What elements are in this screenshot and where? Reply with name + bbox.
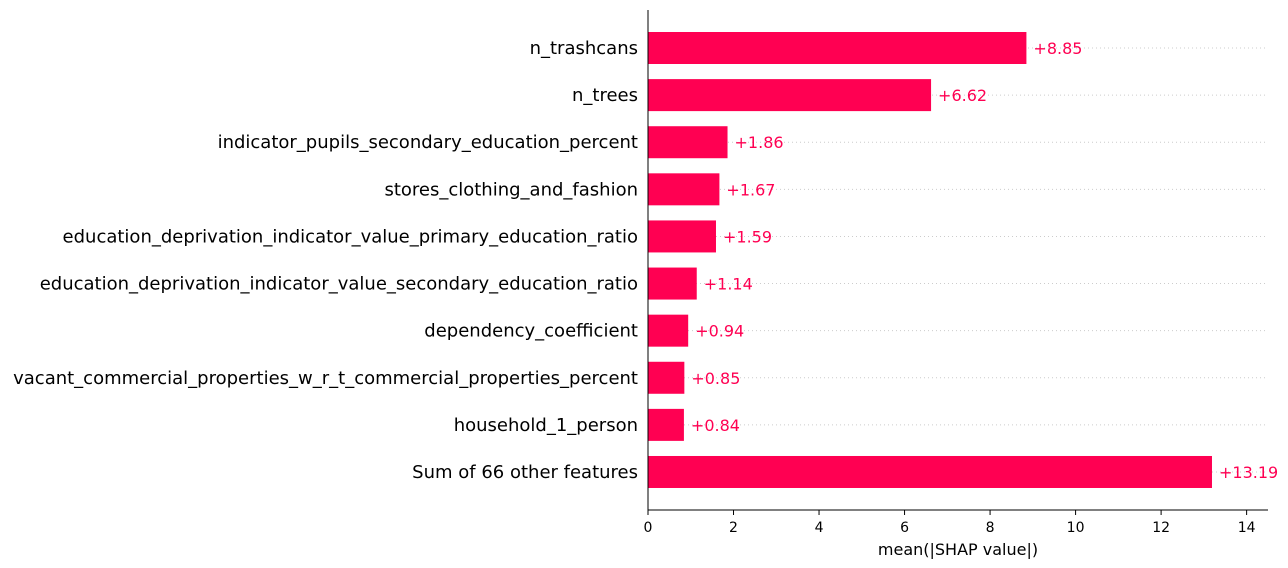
x-axis-title: mean(|SHAP value|) — [878, 540, 1038, 559]
value-label: +0.84 — [691, 416, 740, 435]
x-tick-label: 6 — [900, 520, 909, 536]
category-label: dependency_coefficient — [424, 321, 638, 342]
category-label: n_trashcans — [530, 38, 638, 59]
x-tick-label: 4 — [815, 520, 824, 536]
value-label: +6.62 — [938, 86, 987, 105]
category-label: household_1_person — [454, 415, 638, 436]
category-label: Sum of 66 other features — [412, 462, 638, 483]
bar — [648, 267, 697, 300]
category-label: indicator_pupils_secondary_education_per… — [218, 132, 638, 153]
axis-layer — [647, 10, 1268, 511]
bar — [648, 408, 684, 441]
value-label: +0.85 — [691, 369, 740, 388]
bar — [648, 32, 1027, 64]
value-label: +0.94 — [695, 322, 744, 341]
x-tick-label: 12 — [1152, 520, 1170, 536]
x-tick-label: 10 — [1067, 520, 1085, 536]
x-tick-label: 14 — [1238, 520, 1256, 536]
category-label: education_deprivation_indicator_value_se… — [40, 274, 638, 295]
bar-layer — [648, 32, 1212, 488]
x-tick-layer: 0 2 4 6 8 10 12 14 — [644, 510, 1256, 536]
value-label: +1.67 — [726, 180, 775, 199]
bar — [648, 173, 720, 206]
bar — [648, 361, 685, 394]
category-label: n_trees — [572, 85, 638, 106]
value-label: +13.19 — [1219, 463, 1278, 482]
bar — [648, 314, 689, 347]
value-label: +1.86 — [735, 133, 784, 152]
value-label-layer: +8.85 +6.62 +1.86 +1.67 +1.59 +1.14 +0.94 +0.85… — [691, 39, 1278, 482]
category-label: stores_clothing_and_fashion — [384, 179, 638, 200]
value-label: +1.59 — [723, 227, 772, 246]
category-label: education_deprivation_indicator_value_pr… — [63, 226, 638, 247]
x-tick-label: 2 — [729, 520, 738, 536]
bar — [648, 126, 728, 159]
category-label: vacant_commercial_properties_w_r_t_comme… — [13, 368, 638, 389]
x-tick-label: 0 — [644, 520, 653, 536]
x-tick-label: 8 — [986, 520, 995, 536]
value-label: +1.14 — [704, 275, 753, 294]
bar — [648, 220, 716, 253]
bar — [648, 79, 932, 112]
grid-layer — [648, 47, 1268, 473]
bar — [648, 455, 1212, 488]
category-label-layer: n_trashcans n_trees indicator_pupils_secon… — [13, 38, 638, 483]
value-label: +8.85 — [1033, 39, 1082, 58]
